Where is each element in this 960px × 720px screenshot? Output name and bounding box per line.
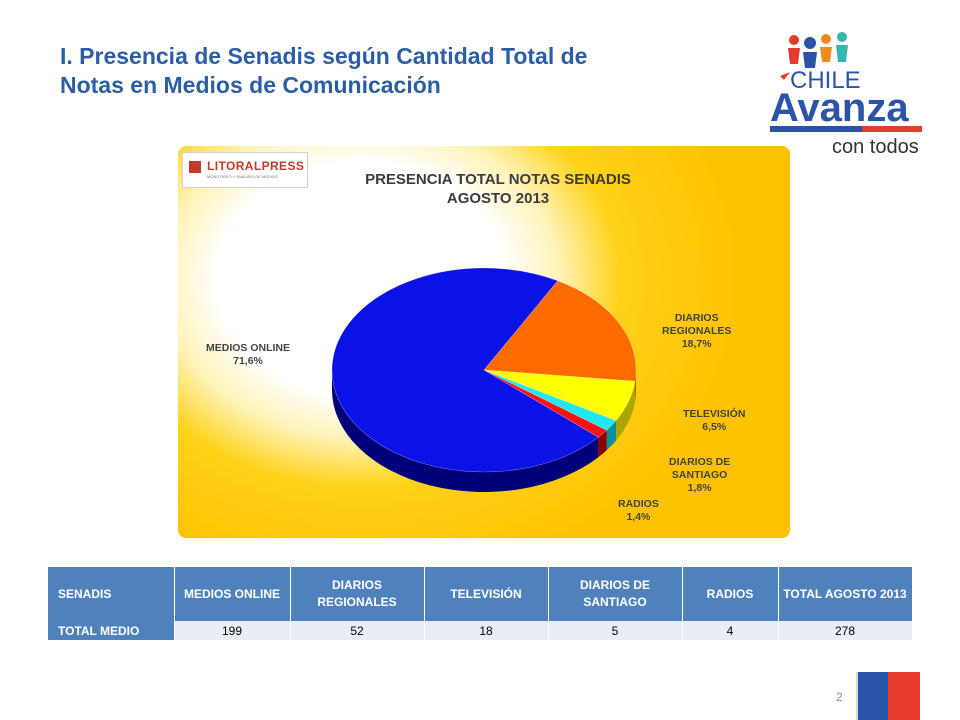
litoralpress-name: LITORALPRESS: [207, 159, 305, 173]
label-diarios-regionales-pct: 18,7%: [681, 338, 712, 350]
logo-avanza-text: Avanza: [770, 86, 909, 130]
logo-tagline: con todos: [832, 136, 919, 158]
label-diarios-santiago-pct: 1,8%: [687, 482, 712, 494]
pie-side-diarios-regionales: [635, 370, 636, 402]
pie-side-diarios-de-santiago: [606, 420, 617, 451]
row-label: TOTAL MEDIO: [48, 621, 175, 640]
chart-title-line-2: AGOSTO 2013: [446, 190, 550, 207]
table-header-row: SENADIS MEDIOS ONLINE DIARIOS REGIONALES…: [48, 567, 913, 621]
page-number: 2: [836, 690, 843, 704]
litoralpress-mark-icon: [189, 161, 201, 173]
pie-slice-diarios-de-santiago: [483, 369, 617, 431]
pie-slice-diarios-regionales: [483, 280, 637, 382]
pie-sides: [332, 370, 636, 493]
label-diarios-santiago: DIARIOS DE SANTIAGO 1,8%: [669, 456, 730, 495]
label-medios-online-name: MEDIOS ONLINE: [206, 342, 291, 354]
children-figures-icon: [788, 32, 848, 68]
header-senadis: SENADIS: [48, 567, 175, 621]
label-television: TELEVISIÓN 6,5%: [683, 408, 745, 434]
cell-diarios-regionales: 52: [290, 621, 425, 640]
litoralpress-sub: MONITOREO Y ANÁLISIS DE MEDIOS: [207, 174, 278, 179]
label-diarios-santiago-line-1: DIARIOS DE: [669, 456, 731, 468]
logo-chile-text: CHILE: [790, 67, 861, 94]
chart-title: PRESENCIA TOTAL NOTAS SENADIS AGOSTO 201…: [328, 170, 668, 208]
pie-chart: [331, 267, 637, 493]
label-diarios-santiago-line-2: SANTIAGO: [671, 469, 728, 481]
cell-total: 278: [778, 621, 913, 640]
cell-medios-online: 199: [174, 621, 291, 640]
table-row: TOTAL MEDIO 199 52 18 5 4 278: [48, 621, 913, 640]
cell-television: 18: [424, 621, 549, 640]
cell-diarios-santiago: 5: [548, 621, 683, 640]
litoralpress-brand: LITORALPRESS MONITOREO Y ANÁLISIS DE MED…: [182, 152, 308, 188]
header-diarios-santiago: DIARIOS DE SANTIAGO: [548, 567, 683, 621]
pie-top: [331, 267, 637, 473]
label-television-name: TELEVISIÓN: [683, 408, 746, 420]
pie-side-televisión: [616, 381, 636, 441]
pie-slice-radios: [483, 369, 608, 438]
page-title-line-2: Notas en Medios de Comunicación: [60, 72, 441, 98]
star-swoosh-icon: [780, 72, 790, 80]
pie-chart-panel: LITORALPRESS MONITOREO Y ANÁLISIS DE MED…: [178, 146, 790, 538]
chile-avanza-logo: CHILE Avanza con todos: [770, 32, 922, 158]
label-radios-pct: 1,4%: [626, 511, 651, 523]
pie-slice-medios-online: [331, 267, 599, 473]
logo-bar-blue: [770, 126, 862, 132]
logo-bar-red: [862, 126, 922, 132]
chile-flag-corner-icon: [856, 672, 920, 720]
pie-slice-televisión: [483, 369, 636, 421]
header-radios: RADIOS: [682, 567, 779, 621]
header-total: TOTAL AGOSTO 2013: [778, 567, 913, 621]
header-diarios-regionales: DIARIOS REGIONALES: [290, 567, 425, 621]
label-diarios-regionales-line-2: REGIONALES: [662, 325, 732, 337]
cell-radios: 4: [682, 621, 779, 640]
chart-title-line-1: PRESENCIA TOTAL NOTAS SENADIS: [365, 171, 631, 188]
pie-side-radios: [598, 430, 607, 458]
header-television: TELEVISIÓN: [424, 567, 549, 621]
data-table: SENADIS MEDIOS ONLINE DIARIOS REGIONALES…: [48, 567, 913, 640]
page-title-line-1: I. Presencia de Senadis según Cantidad T…: [60, 43, 588, 69]
label-medios-online: MEDIOS ONLINE 71,6%: [206, 342, 290, 368]
label-diarios-regionales-line-1: DIARIOS: [674, 312, 719, 324]
header-medios-online: MEDIOS ONLINE: [174, 567, 291, 621]
label-radios: RADIOS 1,4%: [618, 498, 659, 524]
label-television-pct: 6,5%: [702, 421, 727, 433]
label-radios-name: RADIOS: [618, 498, 659, 510]
label-medios-online-pct: 71,6%: [233, 355, 263, 367]
page-title: I. Presencia de Senadis según Cantidad T…: [60, 42, 720, 100]
label-diarios-regionales: DIARIOS REGIONALES 18,7%: [662, 312, 731, 351]
pie-side-medios-online: [332, 370, 599, 493]
